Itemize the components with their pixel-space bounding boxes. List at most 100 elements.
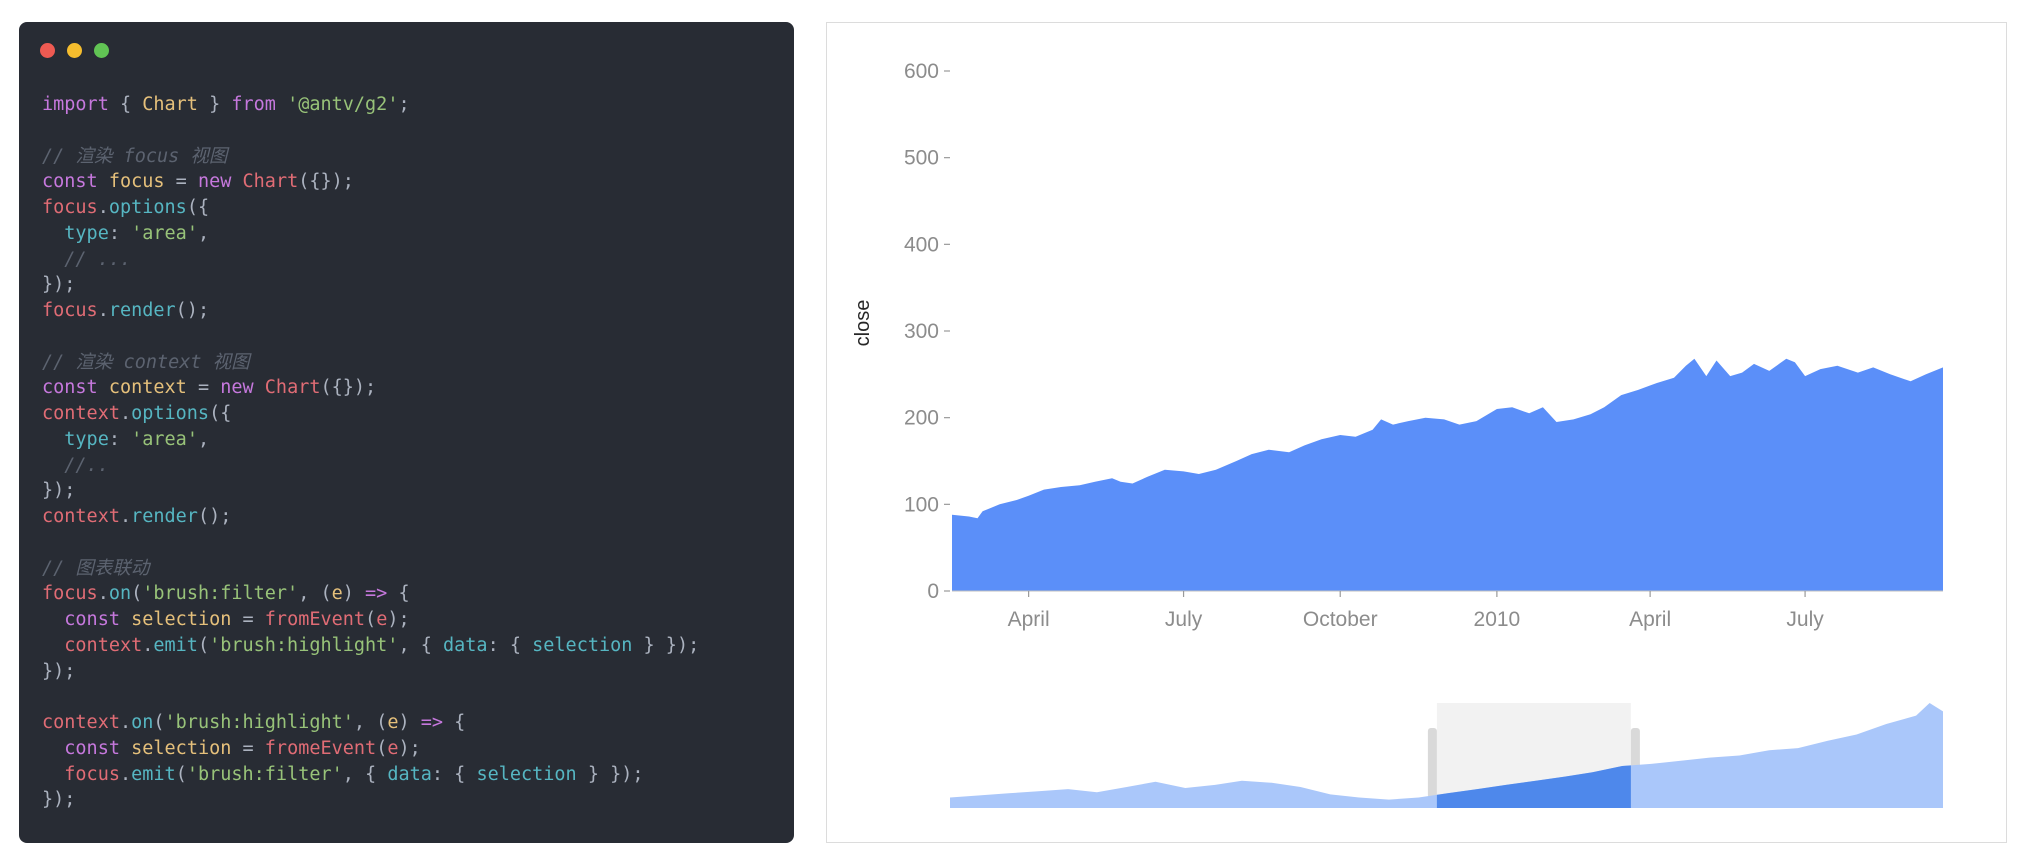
code-token: = [186,377,221,399]
code-token: selection [131,737,232,759]
code-token: ( [376,737,388,759]
code-token: } }); [576,763,644,785]
code-token: focus [108,171,165,193]
code-token: e [331,583,343,605]
code-token: : { [487,634,533,656]
code-token: selection [131,609,232,630]
code-token: const [64,609,120,630]
code-token: context [108,377,187,399]
code-token: , [197,222,210,244]
code-token: . [119,763,132,785]
code-token: }); [42,274,76,296]
code-token: (); [197,506,232,527]
code-token: 'area' [131,222,198,244]
code-token [42,738,64,759]
code-token: data [443,634,488,656]
code-token: } [197,94,232,115]
code-token: //.. [64,454,109,476]
code-token: 'brush:filter' [186,763,343,785]
code-token: ( [175,763,187,785]
code-line: // 渲染 focus 视图 [42,144,699,170]
code-token [42,455,64,476]
window-controls [40,43,109,58]
code-token: { [387,583,410,605]
code-token: Chart [142,94,198,115]
code-token: : [108,428,132,450]
code-token: 'brush:highlight' [209,634,399,656]
code-token: }); [42,660,76,682]
code-line: const context = new Chart({}); [42,375,699,401]
code-token: on [108,583,132,605]
code-token: }); [42,789,76,811]
code-token: ) [398,712,421,733]
minimize-dot[interactable] [67,43,82,58]
code-line [42,118,699,144]
close-dot[interactable] [40,43,55,58]
code-token: emit [131,763,176,785]
y-tick-label: 0 [927,580,939,603]
context-area-series [950,703,1943,808]
code-line: const selection = fromEvent(e); [42,607,699,633]
code-token: ( [365,609,377,630]
code-token: . [97,583,109,605]
code-token: focus [42,583,98,605]
code-token: ({}); [298,171,354,193]
y-tick-label: 300 [904,320,939,343]
code-token: . [119,403,132,424]
code-token: options [108,197,187,218]
code-token [98,377,109,398]
code-token: // ... [64,248,132,270]
y-tick-label: 400 [904,233,939,256]
code-token: e [387,737,399,759]
code-token: e [376,609,388,630]
code-token [42,223,64,244]
code-token: = [231,737,265,759]
code-token: . [119,712,132,733]
code-token: { [108,94,143,115]
code-line [42,324,699,350]
code-line: focus.render(); [42,298,699,324]
code-token: . [142,634,154,656]
code-token: : { [431,763,477,785]
code-token: import [42,94,109,115]
code-token: 'area' [131,428,198,450]
x-tick-label: April [1008,608,1050,631]
code-token: context [64,634,143,656]
code-line: }); [42,272,699,298]
maximize-dot[interactable] [94,43,109,58]
code-line: const selection = fromeEvent(e); [42,736,699,762]
code-token: ; [398,94,410,115]
chart-canvas: 0 100 200 300 400 500 600 April July October 2010 A… [852,60,1943,808]
code-token: } }); [632,634,700,656]
code-editor-window: import { Chart } from '@antv/g2'; // 渲染 f… [19,22,794,843]
x-tick-label: April [1629,608,1671,631]
code-token: (); [175,300,210,321]
x-tick-label: 2010 [1474,608,1521,631]
code-token: selection [476,763,577,785]
code-line: context.on('brush:highlight', (e) => { [42,710,699,736]
y-tick-label: 200 [904,407,939,430]
code-line: // ... [42,247,699,273]
code-line: type: 'area', [42,221,699,247]
code-line: //.. [42,453,699,479]
code-token: , { [398,634,444,656]
code-token: . [97,197,109,218]
code-token: ( [131,583,143,605]
code-token: => [420,712,444,733]
code-token [42,764,64,785]
code-token: , ( [298,583,332,605]
code-token: ({ [209,403,232,424]
code-token [231,171,242,192]
code-token: ( [197,634,210,656]
code-line: context.emit('brush:highlight', { data: … [42,633,699,659]
code-token: const [42,377,98,399]
code-token: . [119,506,132,527]
code-token [120,609,131,630]
code-token: focus [42,197,98,218]
code-token: type [64,222,109,244]
code-token: from [231,94,276,115]
code-token: context [42,403,120,424]
code-token: context [42,506,120,527]
code-line: focus.emit('brush:filter', { data: { sel… [42,762,699,788]
code-line: type: 'area', [42,427,699,453]
